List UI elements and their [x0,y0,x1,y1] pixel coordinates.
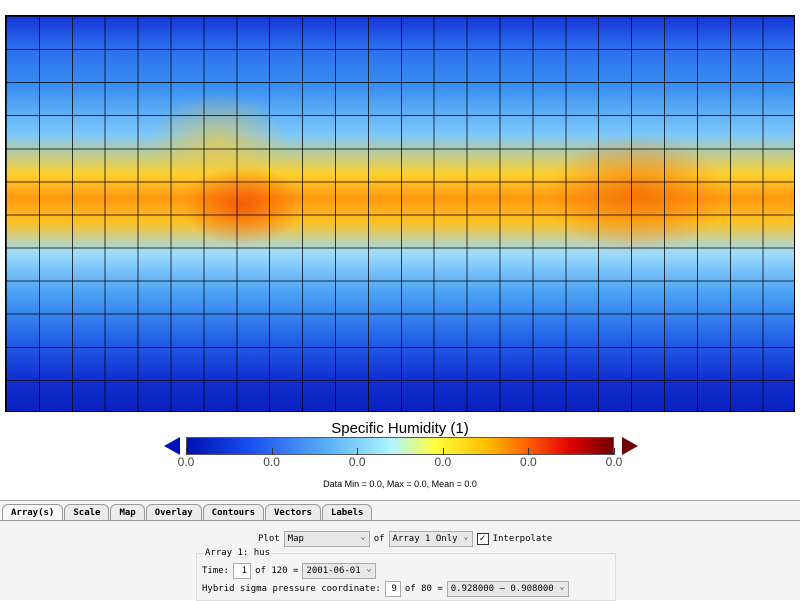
tab-vectors[interactable]: Vectors [265,504,321,521]
colorbar-tick-label: 0.0 [434,455,452,469]
colorbar-min-arrow [164,437,180,455]
time-label: Time: [202,566,230,576]
time-select[interactable]: 2001-06-01 [302,563,376,579]
colorbar-max-arrow [622,437,638,455]
control-panel: Array(s) Scale Map Overlay Contours Vect… [0,500,800,601]
array-group-label: Array 1: hus [203,548,273,558]
plot-row: Plot Map of Array 1 Only ✓ Interpolate [258,531,552,547]
array-select[interactable]: Array 1 Only [388,531,473,547]
coord-row: Hybrid sigma pressure coordinate: 9 of 8… [202,581,569,597]
colorbar-tick-label: 0.0 [177,455,195,469]
colorbar-tick-mark [528,448,530,455]
plot-title: Specific Humidity (1) [331,420,469,437]
time-row: Time: 1 of 120 = 2001-06-01 [202,563,376,579]
colorbar-tick-label: 0.0 [520,455,537,469]
colorbar [186,437,614,455]
tab-arrays[interactable]: Array(s) [2,504,64,521]
interpolate-label: Interpolate [492,534,553,544]
plot-label: Plot [258,534,280,544]
tab-map[interactable]: Map [110,504,145,521]
coord-select[interactable]: 0.928000 — 0.908000 [446,581,569,597]
colorbar-tick-label: 0.0 [263,455,280,469]
colorbar-tick-mark [357,448,359,455]
colorbar-tick-mark [442,448,444,455]
of-label: of [373,534,385,544]
tab-scale[interactable]: Scale [64,504,110,521]
colorbar-tick-mark [271,448,273,455]
colorbar-tick-mark [186,448,187,455]
colorbar-tick-label: 0.0 [348,455,366,469]
colorbar-tick-mark [614,448,615,455]
tab-contours[interactable]: Contours [202,504,265,521]
data-stats: Data Min = 0.0, Max = 0.0, Mean = 0.0 [323,479,477,489]
map-plot [5,15,795,412]
colorbar-tick-label: 0.0 [605,455,623,469]
coord-input[interactable]: 9 [384,581,401,597]
tab-labels[interactable]: Labels [321,504,373,521]
tab-overlay[interactable]: Overlay [145,504,202,521]
coord-of-label: of 80 = [404,584,443,594]
time-of-label: of 120 = [255,566,299,576]
interpolate-checkbox[interactable]: ✓ [476,533,489,545]
coord-label: Hybrid sigma pressure coordinate: [202,584,381,594]
plot-type-select[interactable]: Map [283,531,370,547]
time-input[interactable]: 1 [233,563,252,579]
